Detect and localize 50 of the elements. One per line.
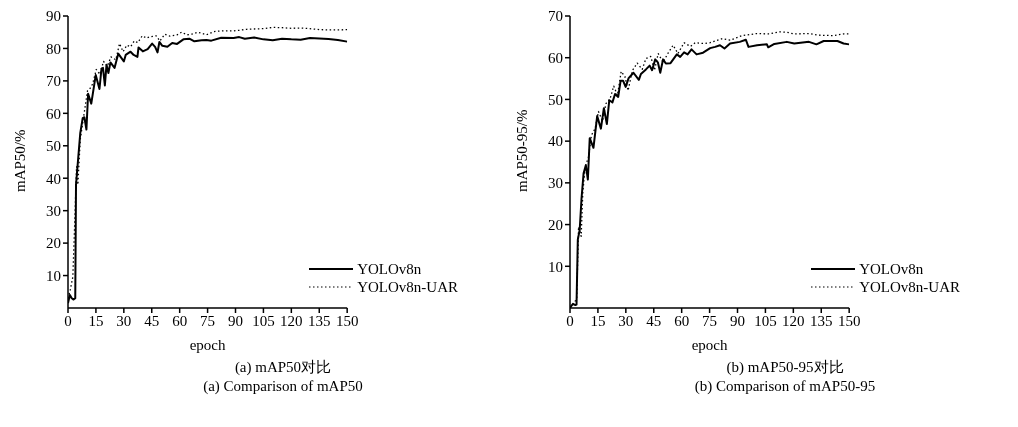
legend-label: YOLOv8n-UAR — [357, 278, 458, 296]
y-tick-label: 30 — [548, 175, 563, 192]
y-tick-label: 30 — [46, 202, 61, 219]
y-tick-label: 40 — [46, 170, 61, 187]
x-tick-label: 75 — [200, 312, 216, 329]
y-tick-label: 50 — [548, 91, 563, 108]
x-tick-label: 45 — [144, 312, 160, 329]
text: (b) Comparison of mAP50-95 — [693, 377, 877, 396]
y-tick-label: 20 — [548, 216, 563, 233]
x-tick-label: 150 — [335, 312, 359, 329]
x-tick-label: 75 — [702, 312, 718, 329]
x-axis-title: epoch — [691, 337, 728, 353]
y-axis-title: mAP50/% — [12, 129, 29, 192]
x-tick-label: 150 — [837, 312, 861, 329]
y-tick-label: 10 — [46, 267, 61, 284]
x-tick-label: 90 — [228, 312, 243, 329]
text: (b) mAP50-95对比 — [725, 358, 845, 377]
x-tick-label: 60 — [674, 312, 690, 329]
x-axis-title: epoch — [189, 337, 226, 353]
y-tick-label: 90 — [46, 8, 61, 25]
x-tick-label: 105 — [252, 312, 275, 329]
legend-label: YOLOv8n — [357, 260, 422, 278]
x-tick-label: 0 — [566, 312, 574, 329]
legend-label: YOLOv8n-UAR — [859, 278, 960, 296]
text: (a) Comparison of mAP50 — [202, 377, 364, 396]
y-axis-title: mAP50-95/% — [514, 109, 531, 192]
x-tick-label: 15 — [88, 312, 104, 329]
text: (a) mAP50对比 — [233, 358, 333, 377]
x-tick-label: 135 — [308, 312, 331, 329]
x-tick-label: 105 — [754, 312, 777, 329]
x-tick-label: 120 — [782, 312, 805, 329]
x-tick-label: 90 — [730, 312, 745, 329]
legend-label: YOLOv8n — [859, 260, 924, 278]
y-tick-label: 20 — [46, 235, 61, 252]
x-tick-label: 135 — [810, 312, 833, 329]
y-tick-label: 70 — [548, 8, 563, 25]
x-tick-label: 30 — [116, 312, 132, 329]
y-tick-label: 10 — [548, 258, 563, 275]
x-tick-label: 15 — [590, 312, 606, 329]
y-tick-label: 70 — [46, 73, 61, 90]
y-tick-label: 60 — [46, 105, 61, 122]
x-tick-label: 30 — [618, 312, 634, 329]
x-tick-label: 60 — [172, 312, 188, 329]
y-tick-label: 80 — [46, 40, 61, 57]
x-tick-label: 0 — [64, 312, 72, 329]
x-tick-label: 120 — [280, 312, 303, 329]
y-tick-label: 40 — [548, 133, 563, 150]
y-tick-label: 50 — [46, 138, 61, 155]
y-tick-label: 60 — [548, 50, 563, 67]
x-tick-label: 45 — [646, 312, 662, 329]
